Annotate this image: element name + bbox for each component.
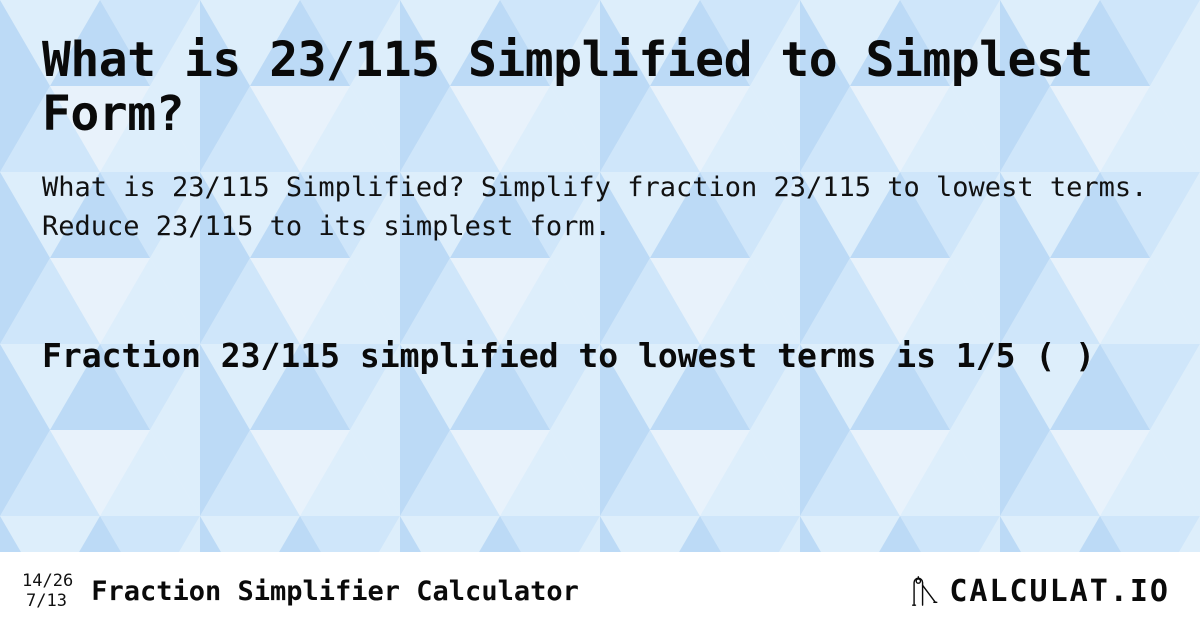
brand-text: CALCULAT.IO [949,574,1170,609]
page-heading: What is 23/115 Simplified to Simplest Fo… [42,34,1158,142]
compass-icon [907,574,941,608]
brand: CALCULAT.IO [907,574,1170,609]
fraction-logo-bottom: 7/13 [22,591,67,611]
main-content: What is 23/115 Simplified to Simplest Fo… [0,0,1200,630]
fraction-logo: 14/26 7/13 [22,572,73,610]
footer-title: Fraction Simplifier Calculator [91,576,889,607]
page-description: What is 23/115 Simplified? Simplify frac… [42,168,1158,246]
result-text: Fraction 23/115 simplified to lowest ter… [42,334,1158,379]
footer-bar: 14/26 7/13 Fraction Simplifier Calculato… [0,552,1200,630]
fraction-logo-top: 14/26 [22,572,73,591]
